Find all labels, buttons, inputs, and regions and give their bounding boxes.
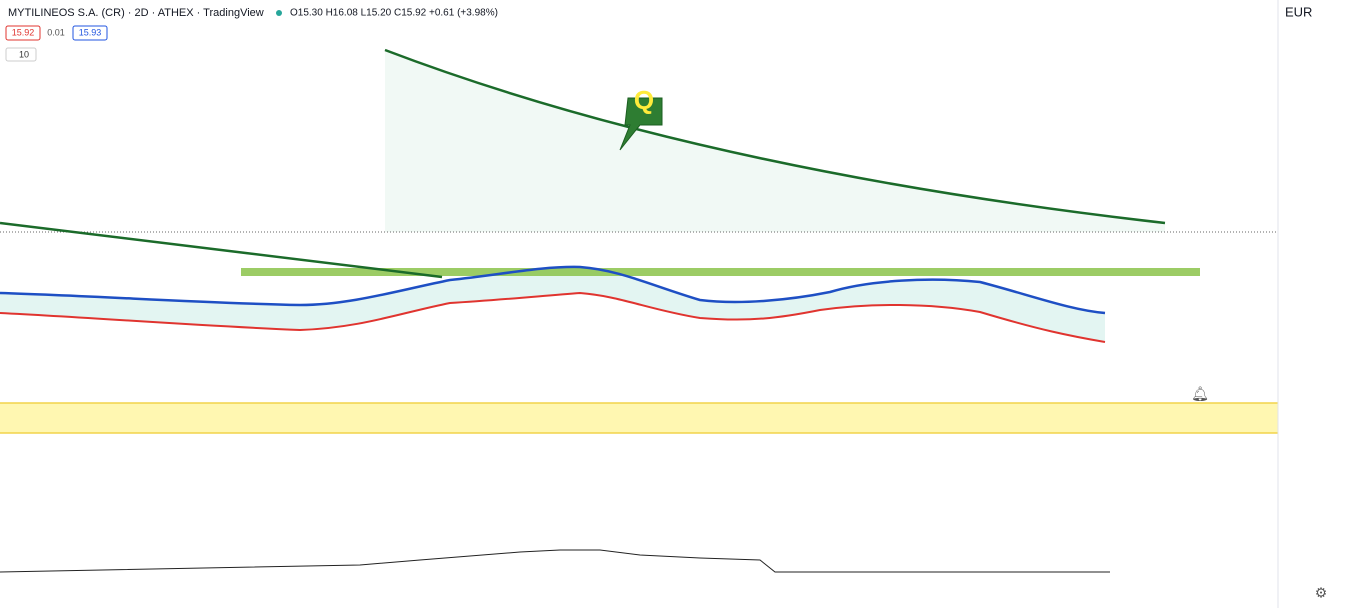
slow-ma	[0, 291, 1106, 343]
status-dot	[276, 10, 282, 16]
interval-box[interactable]	[5, 47, 37, 62]
ask-box	[72, 25, 108, 41]
fast-ma	[0, 265, 1106, 315]
ohlc: O15.30 H16.08 L15.20 C15.92 +0.61 (+3.98…	[290, 8, 498, 19]
resistance-band	[241, 268, 1200, 276]
volume-average	[0, 549, 1110, 573]
interval: 10	[19, 49, 29, 59]
settings-icon[interactable]: ⚙	[1315, 585, 1328, 601]
spread: 0.01	[47, 27, 65, 37]
header: MYTILINEOS S.A. (CR) · 2D · ATHEX · Trad…	[5, 4, 1328, 601]
ask: 15.93	[79, 27, 102, 37]
callout-text: Q	[634, 85, 654, 115]
bid-box	[5, 25, 41, 41]
currency[interactable]: EUR	[1285, 4, 1312, 19]
support-zone	[0, 403, 1278, 433]
trend-fill	[385, 50, 1165, 232]
trend-curve	[384, 48, 1166, 225]
callout-box	[619, 97, 663, 151]
trendline	[0, 221, 443, 279]
overlays	[0, 50, 1278, 434]
symbol-title: MYTILINEOS S.A. (CR) · 2D · ATHEX · Trad…	[8, 7, 264, 19]
bid: 15.92	[12, 27, 35, 37]
ma-band	[0, 266, 1105, 342]
alert-icon[interactable]: 🔔︎	[1191, 386, 1209, 402]
